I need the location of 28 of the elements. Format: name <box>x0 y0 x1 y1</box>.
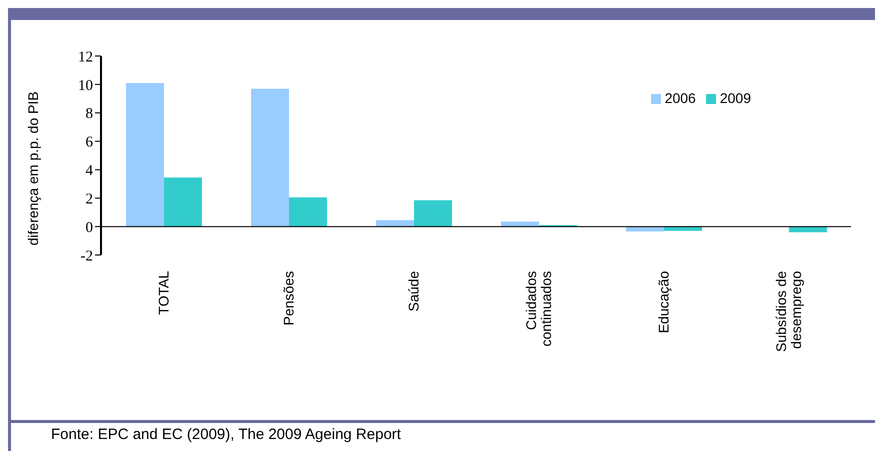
y-tick-label: 0 <box>86 220 93 236</box>
y-tick-label: 12 <box>78 49 93 66</box>
y-tick-label: 2 <box>86 191 93 208</box>
x-tick-label: Educação <box>656 270 672 334</box>
y-tick-label: 8 <box>86 106 93 122</box>
bar <box>126 83 164 227</box>
x-tick-label: Pensões <box>280 271 296 326</box>
x-tick-label: TOTAL <box>156 270 172 315</box>
legend-label: 2006 <box>664 90 696 106</box>
y-tick-label: -2 <box>80 248 93 264</box>
x-tick-label: Cuidados continuados <box>523 271 554 347</box>
bar <box>626 226 664 232</box>
y-tick-label: 6 <box>86 134 94 151</box>
legend-label: 2009 <box>720 90 751 106</box>
bar <box>376 220 414 227</box>
bar <box>251 88 289 227</box>
x-tick-label: Subsídios de desemprego <box>773 270 804 352</box>
bar <box>664 226 702 231</box>
source-note: Fonte: EPC and EC (2009), The 2009 Ageing Report <box>51 426 401 443</box>
bar <box>414 200 452 227</box>
bar <box>789 226 827 232</box>
y-axis-title: diferença em p.p. do PIB <box>24 91 41 246</box>
x-tick-label: Saúde <box>406 270 422 312</box>
y-tick-label: 4 <box>86 163 94 180</box>
bar <box>501 222 539 227</box>
bar <box>164 178 202 227</box>
bar <box>289 197 327 227</box>
y-tick-label: 10 <box>78 78 93 94</box>
